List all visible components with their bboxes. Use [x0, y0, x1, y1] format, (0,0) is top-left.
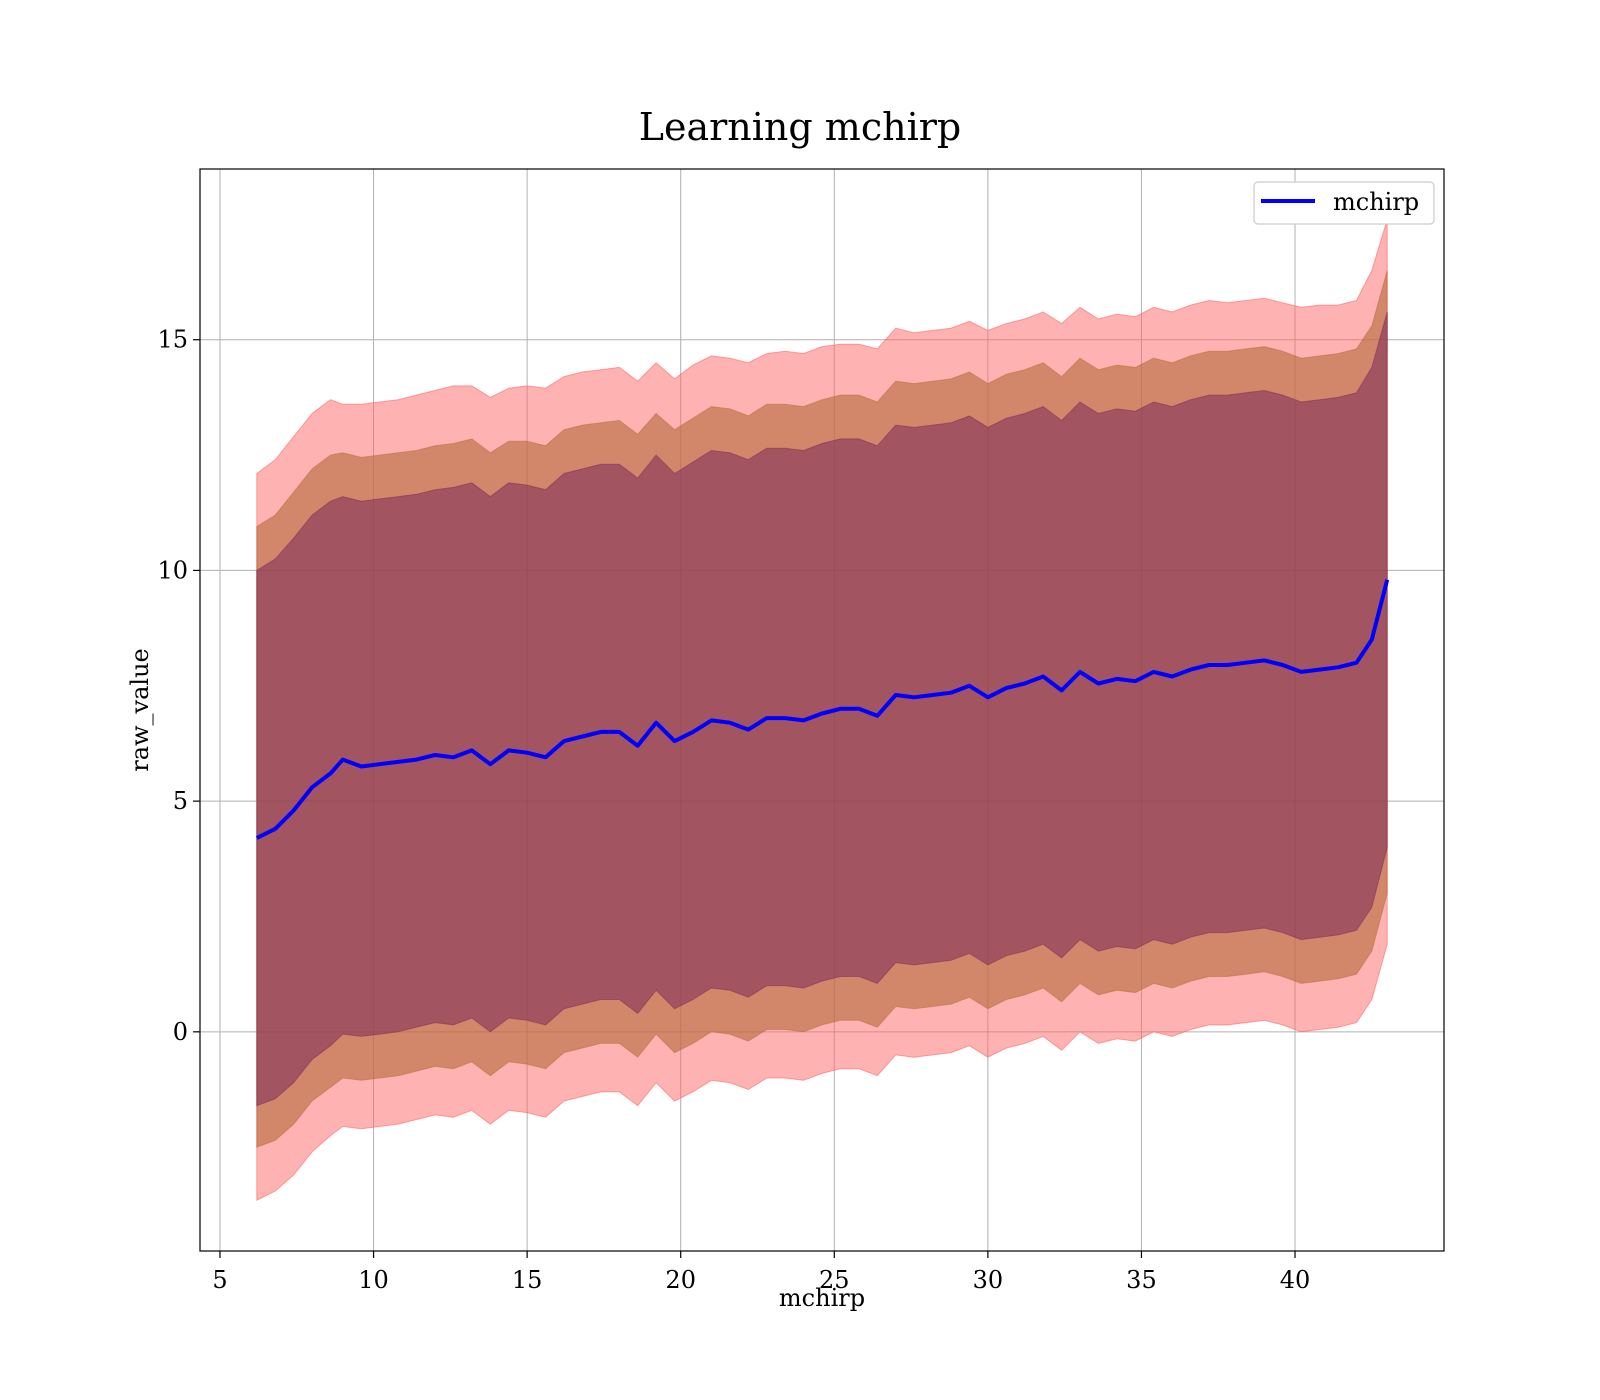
x-ticks: 5 10 15 20 25 30 35 40: [212, 1251, 1310, 1294]
y-tick-label: 0: [173, 1018, 188, 1046]
y-tick-label: 5: [173, 787, 188, 815]
bands: [256, 219, 1388, 1202]
y-axis-label: raw_value: [126, 648, 154, 772]
x-tick-label: 35: [1126, 1266, 1157, 1294]
legend: mchirp: [1253, 181, 1435, 225]
series-line-mchirp: [255, 579, 1390, 840]
x-tick-label: 25: [819, 1266, 850, 1294]
legend-box: [1253, 181, 1435, 225]
y-tick-label: 15: [157, 326, 188, 354]
x-axis-label: mchirp: [779, 1284, 865, 1312]
x-tick-label: 10: [358, 1266, 389, 1294]
x-tick-label: 5: [212, 1266, 227, 1294]
x-tick-label: 40: [1280, 1266, 1311, 1294]
x-tick-label: 20: [665, 1266, 696, 1294]
x-tick-label: 30: [973, 1266, 1004, 1294]
lines: [255, 579, 1390, 840]
legend-label-mchirp: mchirp: [1333, 188, 1419, 216]
plot-frame: [199, 168, 1445, 1252]
y-tick-label: 10: [157, 556, 188, 584]
x-tick-label: 15: [512, 1266, 543, 1294]
chart-title: Learning mchirp: [639, 105, 961, 149]
band-inner: [256, 311, 1388, 1107]
y-ticks: 0 5 10 15: [157, 326, 200, 1046]
